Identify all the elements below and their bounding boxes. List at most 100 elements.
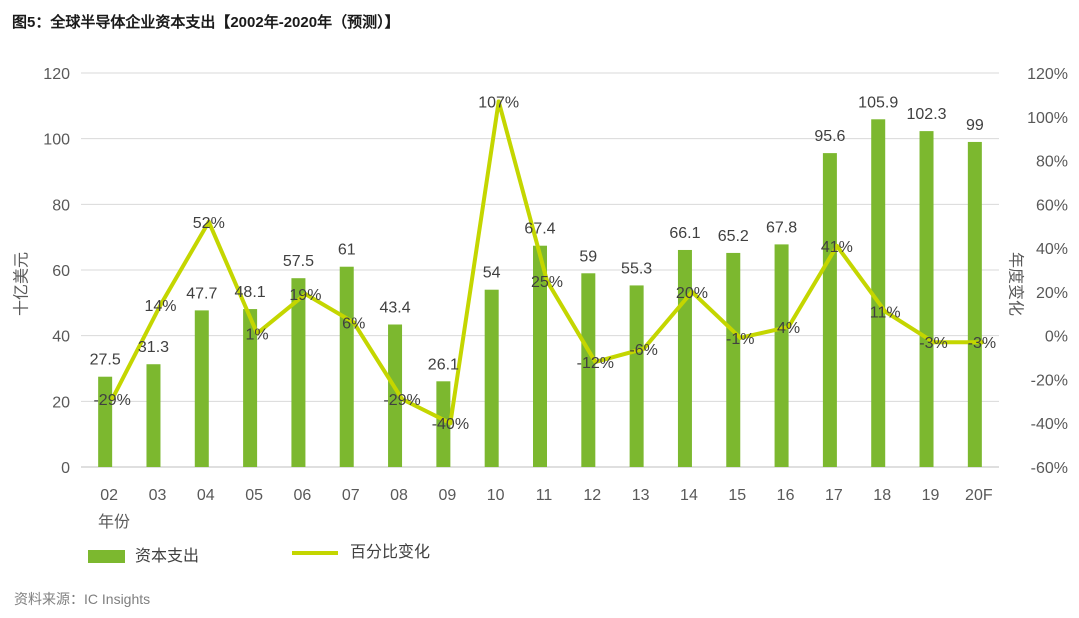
y-axis-title: 十亿美元 — [13, 252, 31, 316]
y2-tick-label: -60% — [1031, 460, 1068, 477]
x-tick-label: 04 — [197, 487, 215, 504]
bar-value-label: 95.6 — [814, 128, 845, 145]
bar-value-label: 99 — [966, 117, 984, 134]
x-tick-label: 19 — [922, 487, 940, 504]
x-tick-label: 17 — [825, 487, 843, 504]
y2-tick-label: 80% — [1036, 154, 1068, 171]
y-tick-label: 80 — [52, 197, 70, 214]
bar-16 — [774, 244, 789, 467]
line-point-07 — [351, 320, 356, 325]
y2-axis-ticks: -60% -40% -20% 0% 20% 40% 60% 80% 100% 120% — [1027, 66, 1068, 477]
line-point-02 — [110, 397, 115, 402]
x-tick-label: 03 — [149, 487, 167, 504]
bar-09 — [436, 381, 451, 467]
bar-value-label: 61 — [338, 242, 356, 259]
legend-bar-swatch — [88, 550, 125, 563]
line-value-label: -1% — [726, 331, 754, 348]
bar-value-label: 66.1 — [669, 225, 700, 242]
x-tick-label: 20F — [965, 487, 993, 504]
y2-tick-label: 120% — [1027, 66, 1068, 83]
line-point-11 — [545, 278, 549, 283]
bar-07 — [339, 266, 354, 467]
line-value-label: 19% — [289, 287, 321, 304]
line-point-12 — [593, 359, 598, 364]
legend-label-change: 百分比变化 — [350, 544, 431, 561]
bar-08 — [388, 324, 403, 467]
bar-04 — [194, 310, 209, 467]
y2-tick-label: 20% — [1036, 285, 1068, 302]
bar-20F — [967, 141, 982, 467]
line-series — [110, 99, 984, 426]
line-value-label: 1% — [246, 326, 269, 343]
line-value-labels: -29% 14% 52% 1% 19% 6% -29% -40% 107% 25% -12% -6% 2… — [93, 94, 996, 433]
x-tick-label: 09 — [438, 487, 456, 504]
bar-18 — [871, 119, 886, 468]
bar-06 — [291, 278, 306, 467]
y-tick-label: 40 — [52, 329, 70, 346]
line-value-label: 52% — [193, 215, 225, 232]
bar-value-label: 43.4 — [379, 300, 410, 317]
x-tick-label: 12 — [583, 487, 601, 504]
line-value-label: -12% — [577, 355, 614, 372]
legend-line-swatch — [292, 550, 338, 555]
line-point-19 — [931, 340, 936, 345]
line-value-label: 6% — [342, 316, 365, 333]
y-tick-label: 0 — [61, 460, 70, 477]
x-tick-label: 07 — [342, 487, 360, 504]
line-value-label: -40% — [432, 416, 469, 433]
y-axis-ticks: 0 20 40 60 80 100 120 — [43, 66, 70, 477]
bar-value-label: 54 — [483, 265, 501, 282]
line-point-20F — [979, 340, 984, 345]
y-tick-label: 60 — [52, 263, 70, 280]
line-value-label: 4% — [777, 320, 800, 337]
line-point-03 — [158, 303, 163, 308]
line-value-label: -29% — [93, 392, 130, 409]
line-point-15 — [738, 335, 743, 340]
x-tick-label: 05 — [245, 487, 263, 504]
y2-tick-label: -40% — [1031, 416, 1068, 433]
line-point-17 — [834, 243, 839, 248]
line-value-label: -6% — [629, 342, 657, 359]
y2-tick-label: 40% — [1036, 241, 1068, 258]
bar-19 — [919, 131, 934, 468]
line-value-label: -29% — [383, 392, 420, 409]
x-tick-label: 16 — [777, 487, 795, 504]
x-axis-ticks: 02 03 04 05 06 07 08 09 10 11 12 13 14 15 16 17 18 19 20F — [100, 487, 993, 504]
line-point-18 — [883, 309, 888, 314]
y-tick-label: 20 — [52, 394, 70, 411]
line-value-label: 107% — [478, 94, 519, 111]
line-point-05 — [255, 331, 260, 336]
bar-value-label: 48.1 — [235, 284, 266, 301]
bar-value-label: 65.2 — [718, 228, 749, 245]
bar-value-label: 102.3 — [907, 106, 947, 123]
x-tick-label: 02 — [100, 487, 118, 504]
x-tick-label: 14 — [680, 487, 698, 504]
line-point-04 — [206, 219, 211, 224]
bar-17 — [822, 153, 837, 467]
bar-value-label: 55.3 — [621, 260, 652, 277]
line-value-label: 20% — [676, 285, 708, 302]
x-tick-label: 10 — [487, 487, 505, 504]
bar-value-label: 105.9 — [858, 94, 898, 111]
bar-value-labels: 27.5 31.3 47.7 48.1 57.5 61 43.4 26.1 54 67.4 59 55… — [90, 94, 984, 373]
line-value-label: 25% — [531, 274, 563, 291]
bar-value-label: 67.8 — [766, 219, 797, 236]
x-tick-label: 11 — [536, 487, 553, 504]
x-tick-label: 18 — [873, 487, 891, 504]
x-tick-label: 13 — [632, 487, 650, 504]
line-value-label: -3% — [919, 335, 947, 352]
source-note: 资料来源：IC Insights — [14, 591, 151, 607]
bar-15 — [726, 252, 741, 467]
bar-05 — [243, 309, 258, 467]
y2-axis-title: 年度变化 — [1007, 252, 1025, 316]
line-value-label: 14% — [144, 298, 176, 315]
y-tick-label: 100 — [43, 132, 70, 149]
y2-tick-label: 60% — [1036, 197, 1068, 214]
line-point-10 — [496, 99, 501, 104]
bar-14 — [677, 249, 692, 467]
line-value-label: -3% — [968, 335, 996, 352]
bar-10 — [484, 289, 499, 467]
y2-tick-label: 100% — [1027, 110, 1068, 127]
x-axis-title: 年份 — [98, 513, 130, 531]
